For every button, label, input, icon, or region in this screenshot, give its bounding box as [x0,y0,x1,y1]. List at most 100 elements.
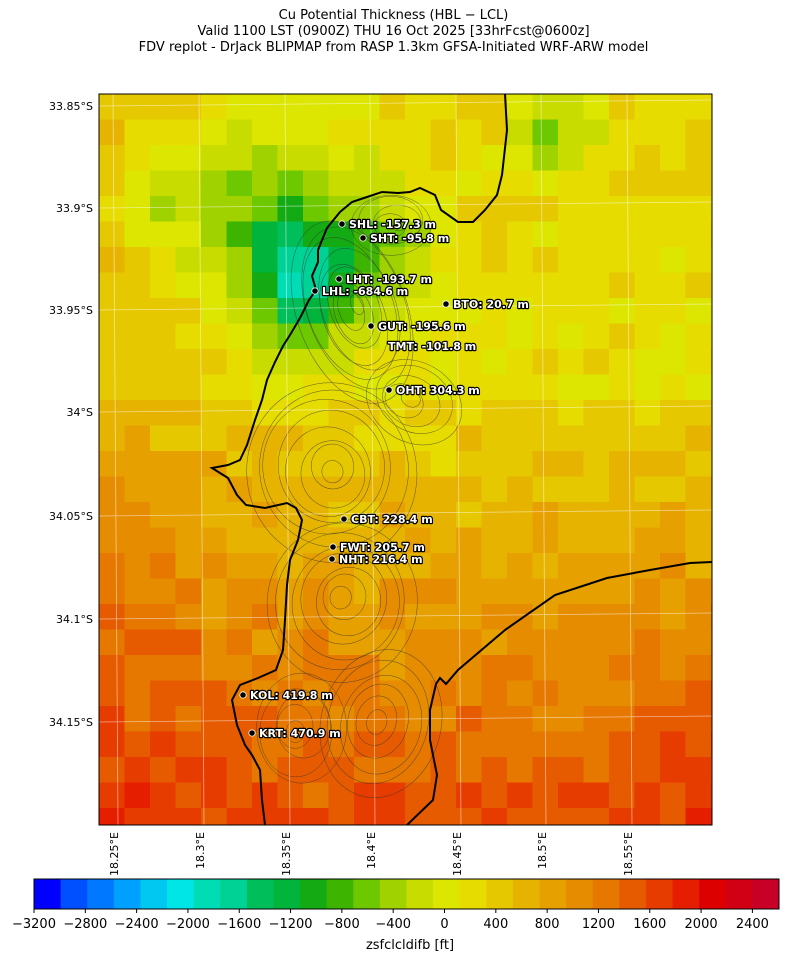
map-title-line-3: FDV replot - DrJack BLIPMAP from RASP 1.… [138,40,649,55]
colorbar-swatch [433,879,461,909]
station-dot [442,300,450,308]
station-dot [359,234,367,242]
colorbar-swatch [353,879,381,909]
map-panel [99,94,712,825]
station-label: NHT: 216.4 m [339,553,423,566]
colorbar-swatch [379,879,407,909]
station-dot [239,691,247,699]
latitude-label: 34.15°S [49,716,93,729]
station-dot [329,543,337,551]
colorbar-tick-label: −2800 [63,917,107,932]
longitude-label: 18.55°E [622,832,635,876]
station-oht[interactable]: OHT: 304.3 m [385,383,481,398]
station-sht[interactable]: SHT: -95.8 m [359,231,450,246]
colorbar-swatch [34,879,62,909]
station-krt[interactable]: KRT: 470.9 m [248,726,342,741]
station-kol[interactable]: KOL: 419.8 m [239,688,334,703]
colorbar-swatch [459,879,487,909]
station-dot [377,324,385,332]
latitude-label: 33.85°S [49,100,93,113]
colorbar-swatch [566,879,594,909]
colorbar-swatch [752,879,780,909]
station-label: CBT: 228.4 m [351,513,433,526]
longitude-label: 18.3°E [194,832,207,869]
colorbar-swatch [220,879,248,909]
colorbar-swatch [246,879,274,909]
station-dot [367,322,375,330]
station-gut[interactable]: GUT: -195.6 m [367,319,467,334]
colorbar-swatch [113,879,141,909]
colorbar [33,878,780,910]
longitude-label: 18.4°E [365,832,378,869]
colorbar-tick-label: 2400 [736,917,769,932]
latitude-label: 34.1°S [56,613,93,626]
colorbar-swatch [167,879,195,909]
map-frame [98,93,713,826]
coastline [209,94,712,825]
colorbar-tick-label: 2000 [685,917,718,932]
colorbar-swatch [539,879,567,909]
colorbar-swatch [300,879,328,909]
latitude-label: 34°S [67,406,93,419]
colorbar-swatch [406,879,434,909]
longitude-label: 18.5°E [536,832,549,869]
colorbar-swatch [619,879,647,909]
longitude-labels: 18.25°E 18.3°E 18.35°E 18.4°E 18.45°E 18.5°E 1… [108,832,635,876]
colorbar-tick-label: −400 [375,917,411,932]
map-title-line-1: Cu Potential Thickness (HBL − LCL) [278,8,509,23]
colorbar-tick-label: 800 [535,917,560,932]
colorbar-swatch [87,879,115,909]
colorbar-tick-label: 0 [440,917,448,932]
colorbar-swatch [699,879,727,909]
colorbar-swatch [486,879,514,909]
station-dot [248,729,256,737]
station-label: TMT: -101.8 m [388,340,476,353]
colorbar-tick-label: −2000 [166,917,210,932]
colorbar-tick-label: −1600 [217,917,261,932]
station-shl[interactable]: SHL: -157.3 m [338,217,437,232]
colorbar-swatch [592,879,620,909]
station-label: SHL: -157.3 m [349,218,436,231]
colorbar-swatch [273,879,301,909]
colorbar-label: zsfclcldifb [ft] [366,938,454,953]
colorbar-swatch [512,879,541,909]
colorbar-ticks: −3200 −2800 −2400 −2000 −1600 −1200 −800 −400 0 4… [12,909,769,932]
colorbar-swatch [193,879,221,909]
colorbar-tick-label: 1200 [582,917,615,932]
longitude-label: 18.35°E [280,832,293,876]
station-label: KRT: 470.9 m [259,727,341,740]
station-lhl[interactable]: LHL: -684.6 m [311,284,409,299]
colorbar-tick-label: −1200 [269,917,313,932]
station-label: SHT: -95.8 m [370,232,449,245]
station-label: OHT: 304.3 m [396,384,480,397]
latitude-label: 34.05°S [49,510,93,523]
station-tmt[interactable]: TMT: -101.8 m [387,339,478,354]
colorbar-swatch [672,879,700,909]
map-title-line-2: Valid 1100 LST (0900Z) THU 16 Oct 2025 [… [197,24,590,39]
colorbar-tick-label: −800 [324,917,360,932]
station-label: KOL: 419.8 m [250,689,333,702]
colorbar-tick-label: 400 [483,917,508,932]
station-cbt[interactable]: CBT: 228.4 m [340,512,434,527]
colorbar-swatch [326,879,354,909]
station-label: LHT: -193.7 m [346,273,432,286]
colorbar-tick-label: −2400 [115,917,159,932]
station-bto[interactable]: BTO: 20.7 m [442,297,530,312]
station-dot [311,287,319,295]
station-label: LHL: -684.6 m [322,285,408,298]
latitude-label: 33.9°S [56,202,93,215]
colorbar-tick-label: −3200 [12,917,56,932]
station-fwt[interactable]: FWT: 205.7 m [329,540,426,555]
colorbar-tick-label: 1600 [633,917,666,932]
latitude-labels: 33.85°S 33.9°S 33.95°S 34°S 34.05°S 34.1°S 34.… [49,100,93,729]
longitude-label: 18.45°E [451,832,464,876]
station-label: GUT: -195.6 m [378,320,466,333]
station-dot [328,555,336,563]
colorbar-swatch [60,879,88,909]
station-nht[interactable]: NHT: 216.4 m [328,552,424,567]
station-lht[interactable]: LHT: -193.7 m [335,272,433,287]
latitude-label: 33.95°S [49,304,93,317]
graticule-lines [99,94,712,825]
